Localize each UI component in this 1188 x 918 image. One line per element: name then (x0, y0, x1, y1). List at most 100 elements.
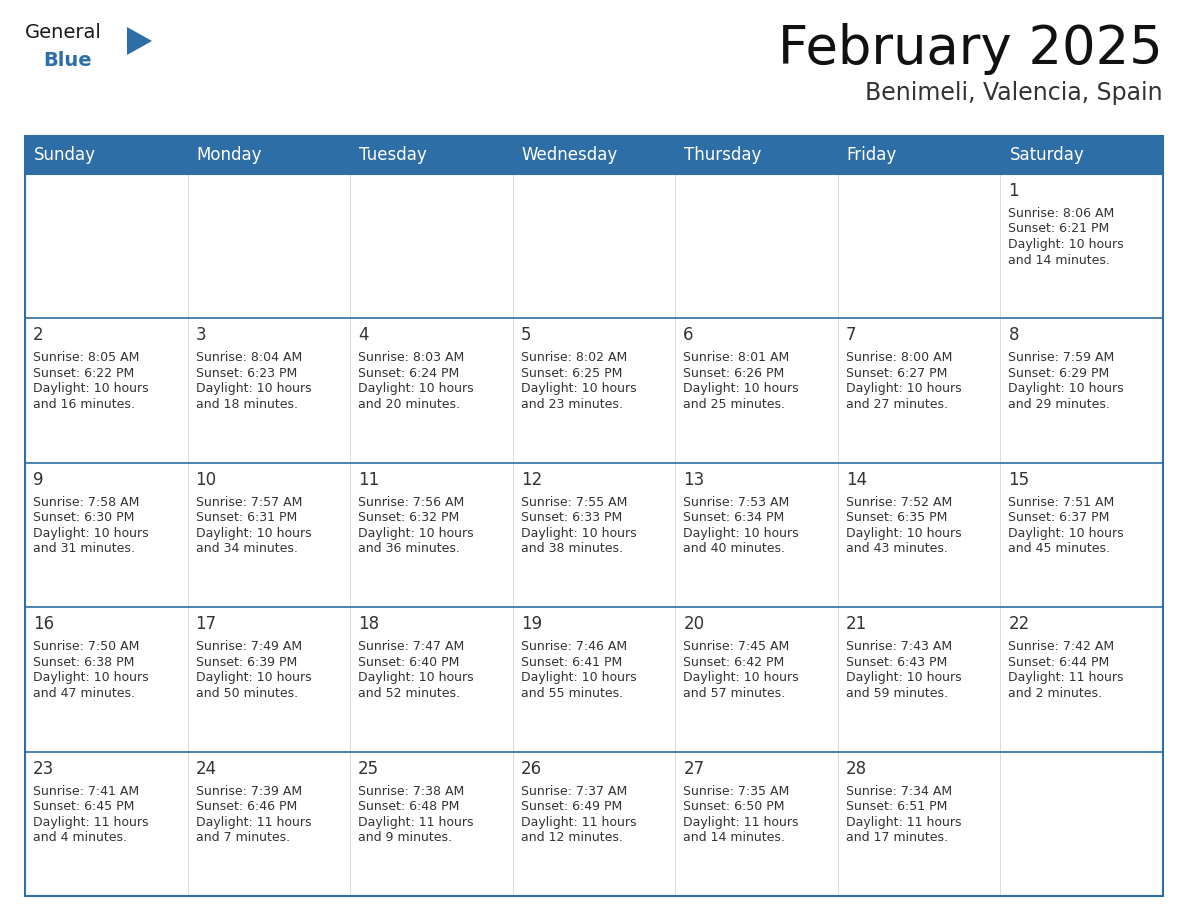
Text: 18: 18 (358, 615, 379, 633)
Text: Friday: Friday (847, 146, 897, 164)
Bar (188, 136, 350, 174)
Text: Daylight: 10 hours: Daylight: 10 hours (33, 527, 148, 540)
Text: and 40 minutes.: and 40 minutes. (683, 543, 785, 555)
Text: and 52 minutes.: and 52 minutes. (358, 687, 460, 700)
Text: Daylight: 10 hours: Daylight: 10 hours (520, 671, 637, 684)
Text: and 29 minutes.: and 29 minutes. (1009, 397, 1111, 411)
Text: and 9 minutes.: and 9 minutes. (358, 831, 453, 844)
Bar (675, 136, 838, 174)
Text: Daylight: 10 hours: Daylight: 10 hours (358, 383, 474, 396)
Text: Sunrise: 7:59 AM: Sunrise: 7:59 AM (1009, 352, 1114, 364)
Text: 21: 21 (846, 615, 867, 633)
Text: and 31 minutes.: and 31 minutes. (33, 543, 135, 555)
Text: Daylight: 10 hours: Daylight: 10 hours (846, 671, 961, 684)
Text: Sunset: 6:35 PM: Sunset: 6:35 PM (846, 511, 947, 524)
Text: Sunrise: 8:00 AM: Sunrise: 8:00 AM (846, 352, 953, 364)
Text: Sunrise: 7:47 AM: Sunrise: 7:47 AM (358, 640, 465, 654)
Text: 9: 9 (33, 471, 44, 488)
Text: 8: 8 (1009, 327, 1019, 344)
Text: Daylight: 10 hours: Daylight: 10 hours (196, 671, 311, 684)
Text: Daylight: 10 hours: Daylight: 10 hours (846, 383, 961, 396)
Text: February 2025: February 2025 (778, 23, 1163, 75)
Text: and 50 minutes.: and 50 minutes. (196, 687, 298, 700)
Text: Sunrise: 7:34 AM: Sunrise: 7:34 AM (846, 785, 952, 798)
Text: Daylight: 11 hours: Daylight: 11 hours (1009, 671, 1124, 684)
Text: Sunrise: 7:57 AM: Sunrise: 7:57 AM (196, 496, 302, 509)
Text: Sunset: 6:26 PM: Sunset: 6:26 PM (683, 367, 784, 380)
Text: and 20 minutes.: and 20 minutes. (358, 397, 460, 411)
Text: 3: 3 (196, 327, 207, 344)
Text: and 45 minutes.: and 45 minutes. (1009, 543, 1111, 555)
Text: Daylight: 10 hours: Daylight: 10 hours (33, 671, 148, 684)
Text: and 36 minutes.: and 36 minutes. (358, 543, 460, 555)
Text: Sunrise: 7:41 AM: Sunrise: 7:41 AM (33, 785, 139, 798)
Text: Sunset: 6:49 PM: Sunset: 6:49 PM (520, 800, 623, 813)
Text: Daylight: 10 hours: Daylight: 10 hours (1009, 527, 1124, 540)
Text: Sunrise: 8:04 AM: Sunrise: 8:04 AM (196, 352, 302, 364)
Text: Sunset: 6:46 PM: Sunset: 6:46 PM (196, 800, 297, 813)
Text: Daylight: 11 hours: Daylight: 11 hours (520, 815, 637, 829)
Bar (25, 463, 1163, 607)
Text: Daylight: 10 hours: Daylight: 10 hours (1009, 383, 1124, 396)
Text: Daylight: 10 hours: Daylight: 10 hours (358, 527, 474, 540)
Bar (25, 319, 1163, 463)
Text: Daylight: 10 hours: Daylight: 10 hours (358, 671, 474, 684)
Text: Sunset: 6:23 PM: Sunset: 6:23 PM (196, 367, 297, 380)
Text: Sunset: 6:43 PM: Sunset: 6:43 PM (846, 655, 947, 668)
Text: Sunrise: 8:03 AM: Sunrise: 8:03 AM (358, 352, 465, 364)
Text: Sunset: 6:37 PM: Sunset: 6:37 PM (1009, 511, 1110, 524)
Text: Sunrise: 8:05 AM: Sunrise: 8:05 AM (33, 352, 139, 364)
Text: Sunset: 6:42 PM: Sunset: 6:42 PM (683, 655, 784, 668)
Text: Daylight: 10 hours: Daylight: 10 hours (33, 383, 148, 396)
Text: Sunset: 6:34 PM: Sunset: 6:34 PM (683, 511, 784, 524)
Text: Sunset: 6:48 PM: Sunset: 6:48 PM (358, 800, 460, 813)
Text: 14: 14 (846, 471, 867, 488)
Text: Sunset: 6:33 PM: Sunset: 6:33 PM (520, 511, 623, 524)
Text: and 4 minutes.: and 4 minutes. (33, 831, 127, 844)
Text: Daylight: 11 hours: Daylight: 11 hours (683, 815, 798, 829)
Bar (25, 136, 188, 174)
Text: 25: 25 (358, 759, 379, 778)
Text: Sunset: 6:22 PM: Sunset: 6:22 PM (33, 367, 134, 380)
Text: and 55 minutes.: and 55 minutes. (520, 687, 623, 700)
Text: Blue: Blue (43, 51, 91, 70)
Text: Sunrise: 7:35 AM: Sunrise: 7:35 AM (683, 785, 790, 798)
Text: and 43 minutes.: and 43 minutes. (846, 543, 948, 555)
Text: Sunrise: 7:42 AM: Sunrise: 7:42 AM (1009, 640, 1114, 654)
Text: Daylight: 10 hours: Daylight: 10 hours (683, 671, 798, 684)
Text: 10: 10 (196, 471, 216, 488)
Text: and 14 minutes.: and 14 minutes. (1009, 253, 1111, 266)
Text: Sunset: 6:29 PM: Sunset: 6:29 PM (1009, 367, 1110, 380)
Text: and 12 minutes.: and 12 minutes. (520, 831, 623, 844)
Text: and 16 minutes.: and 16 minutes. (33, 397, 135, 411)
Bar (1000, 136, 1163, 174)
Bar (838, 136, 1000, 174)
Text: Sunrise: 7:39 AM: Sunrise: 7:39 AM (196, 785, 302, 798)
Text: Sunrise: 7:49 AM: Sunrise: 7:49 AM (196, 640, 302, 654)
Text: and 14 minutes.: and 14 minutes. (683, 831, 785, 844)
Text: Daylight: 11 hours: Daylight: 11 hours (33, 815, 148, 829)
Text: Daylight: 10 hours: Daylight: 10 hours (683, 527, 798, 540)
Text: Tuesday: Tuesday (359, 146, 426, 164)
Text: Daylight: 10 hours: Daylight: 10 hours (520, 527, 637, 540)
Text: Sunrise: 7:46 AM: Sunrise: 7:46 AM (520, 640, 627, 654)
Text: and 23 minutes.: and 23 minutes. (520, 397, 623, 411)
Text: Sunrise: 7:53 AM: Sunrise: 7:53 AM (683, 496, 790, 509)
Text: Sunset: 6:24 PM: Sunset: 6:24 PM (358, 367, 460, 380)
Text: Saturday: Saturday (1010, 146, 1085, 164)
Text: Sunset: 6:30 PM: Sunset: 6:30 PM (33, 511, 134, 524)
Text: Sunset: 6:39 PM: Sunset: 6:39 PM (196, 655, 297, 668)
Text: Sunset: 6:31 PM: Sunset: 6:31 PM (196, 511, 297, 524)
Text: Thursday: Thursday (684, 146, 762, 164)
Text: Sunday: Sunday (34, 146, 96, 164)
Text: Daylight: 11 hours: Daylight: 11 hours (846, 815, 961, 829)
Text: and 59 minutes.: and 59 minutes. (846, 687, 948, 700)
Text: 15: 15 (1009, 471, 1030, 488)
Text: Sunset: 6:38 PM: Sunset: 6:38 PM (33, 655, 134, 668)
Bar (350, 136, 513, 174)
Text: 17: 17 (196, 615, 216, 633)
Text: Sunrise: 7:51 AM: Sunrise: 7:51 AM (1009, 496, 1114, 509)
Text: Daylight: 10 hours: Daylight: 10 hours (196, 527, 311, 540)
Text: 7: 7 (846, 327, 857, 344)
Text: 19: 19 (520, 615, 542, 633)
